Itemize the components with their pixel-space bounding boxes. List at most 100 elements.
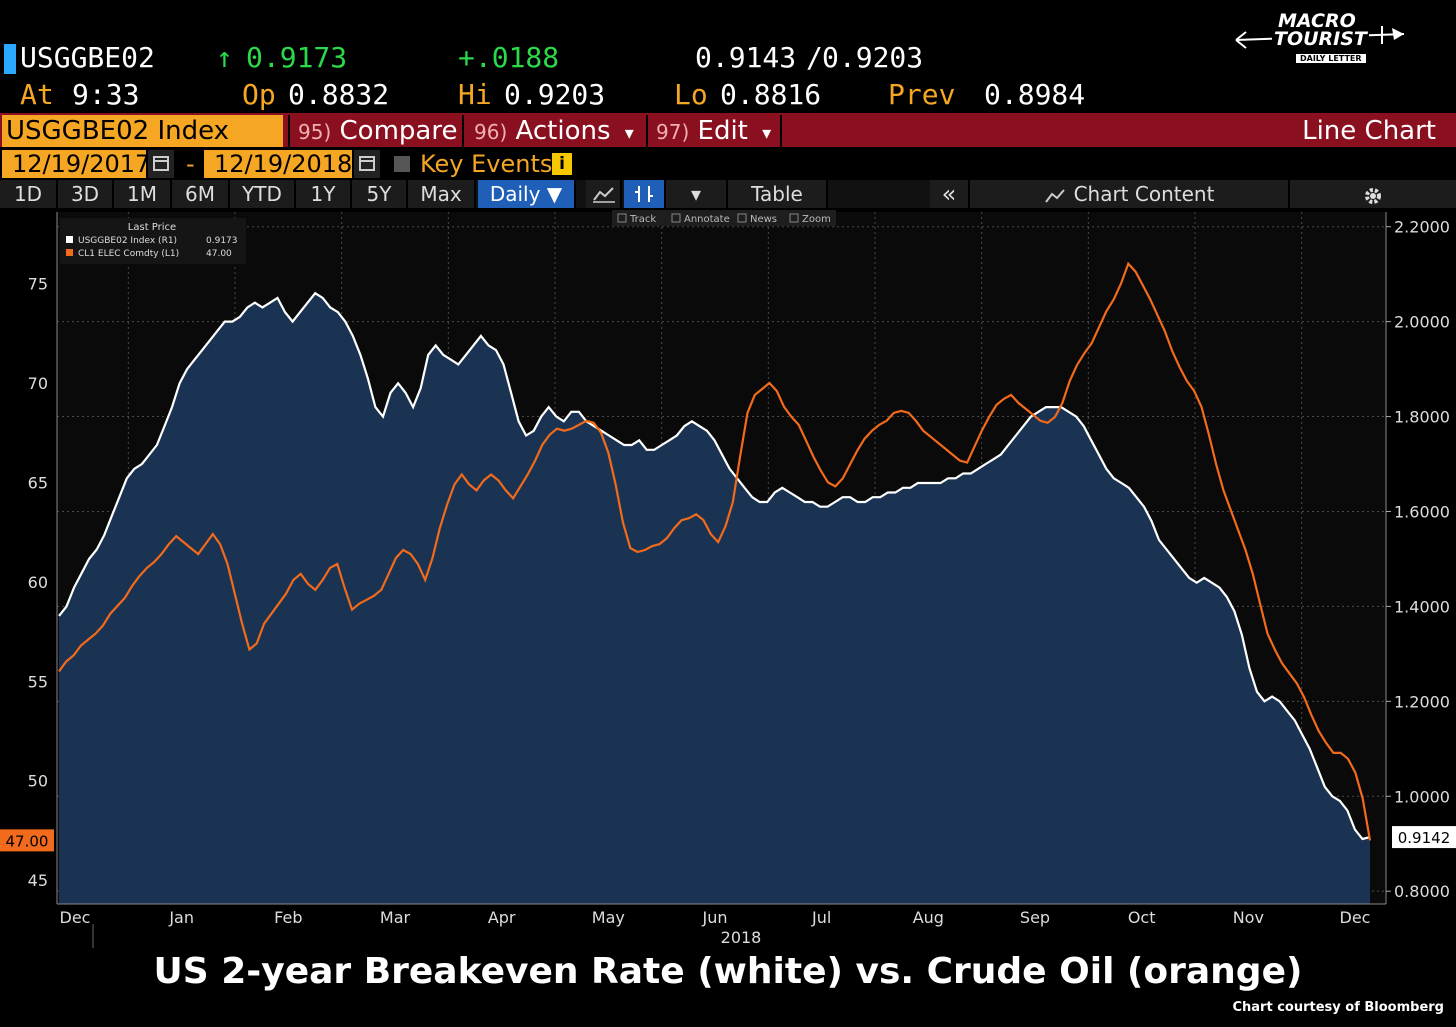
chevron-down-icon: ▾ — [690, 182, 702, 206]
table-button[interactable]: Table — [728, 180, 828, 208]
period-1d[interactable]: 1D — [0, 180, 58, 208]
frequency-dropdown[interactable]: Daily ▼ — [478, 180, 576, 208]
x-tick-label: May — [592, 908, 625, 927]
right-tick-label: 1.0000 — [1394, 787, 1450, 806]
right-tick-label: 0.8000 — [1394, 882, 1450, 901]
high-label: Hi — [458, 78, 492, 111]
period-3d[interactable]: 3D — [58, 180, 114, 208]
right-tick-label: 2.2000 — [1394, 218, 1450, 237]
last-price: 0.9173 — [246, 41, 348, 74]
x-tick-label: Nov — [1233, 908, 1264, 927]
edit-num: 97) — [656, 120, 690, 144]
left-tick-label: 45 — [28, 871, 48, 890]
x-tick-label: Sep — [1020, 908, 1050, 927]
x-tick-label: Dec — [60, 908, 91, 927]
compare-label: Compare — [339, 116, 458, 146]
compare-num: 95) — [298, 120, 332, 144]
news-icon[interactable] — [737, 213, 747, 223]
high-price: 0.9203 — [504, 78, 606, 111]
prev-label: Prev — [888, 78, 956, 111]
period-ytd[interactable]: YTD — [230, 180, 296, 208]
actions-num: 96) — [474, 120, 508, 144]
annotate-icon[interactable] — [671, 213, 681, 223]
x-tick-label: Dec — [1340, 908, 1371, 927]
x-tick-label: Oct — [1128, 908, 1156, 927]
period-5y[interactable]: 5Y — [352, 180, 408, 208]
chart-canvas: 75 70 65 60 55 50 45 2.2000 2.0000 1.8000 1.6000 1.… — [0, 210, 1456, 948]
zoom-icon[interactable] — [789, 213, 799, 223]
chevron-down-icon: ▾ — [624, 123, 634, 144]
ask-price: 0.9203 — [822, 41, 924, 74]
chart-type-label[interactable]: Line Chart — [1302, 116, 1436, 146]
x-tick-label: Jul — [811, 908, 831, 927]
x-tick-label: Aug — [913, 908, 944, 927]
info-icon[interactable]: i — [552, 153, 572, 175]
right-tick-label: 1.6000 — [1394, 502, 1450, 521]
logo-line-1: MACRO — [1276, 10, 1358, 32]
right-tick-label: 1.2000 — [1394, 692, 1450, 711]
end-date-input[interactable]: 12/19/2018 — [204, 150, 352, 178]
x-tick-label: Jan — [168, 908, 194, 927]
key-events-checkbox[interactable] — [394, 156, 410, 172]
period-bar: 1D 3D 1M 6M YTD 1Y 5Y Max Daily ▼ ▾ Tabl… — [0, 180, 1456, 208]
period-1m[interactable]: 1M — [114, 180, 172, 208]
legend-title: Last Price — [128, 222, 176, 233]
news-tool[interactable]: News — [750, 214, 777, 225]
security-field[interactable]: USGGBE02 Index — [2, 115, 283, 147]
line-chart-icon[interactable] — [586, 180, 622, 208]
collapse-icon[interactable]: « — [930, 180, 970, 208]
quote-time: 9:33 — [72, 78, 140, 111]
legend-box — [60, 218, 246, 264]
up-arrow-icon: ↑ — [216, 41, 233, 74]
zoom-tool[interactable]: Zoom — [802, 214, 831, 225]
open-price: 0.8832 — [288, 78, 390, 111]
track-tool[interactable]: Track — [629, 214, 656, 225]
start-date-input[interactable]: 12/19/2017 — [2, 150, 150, 178]
date-dash: - — [186, 150, 195, 178]
ticker-marker — [4, 44, 16, 74]
edit-label: Edit — [697, 116, 748, 146]
open-label: Op — [242, 78, 276, 111]
crude-last-box — [0, 829, 54, 852]
annotate-tool[interactable]: Annotate — [684, 214, 730, 225]
left-tick-label: 50 — [28, 772, 48, 791]
ticker: USGGBE02 — [20, 41, 155, 74]
edit-button[interactable]: 97) Edit ▾ — [646, 115, 782, 147]
period-1y[interactable]: 1Y — [296, 180, 352, 208]
actions-button[interactable]: 96) Actions ▾ — [462, 115, 644, 147]
calendar-icon[interactable] — [354, 150, 380, 178]
key-events-label: Key Events — [420, 150, 553, 178]
right-tick-label: 2.0000 — [1394, 313, 1450, 332]
breakeven-last-value: 0.9142 — [1398, 829, 1451, 847]
gear-icon[interactable] — [1290, 180, 1456, 208]
chart-credit: Chart courtesy of Bloomberg — [1232, 1000, 1444, 1015]
left-tick-label: 70 — [28, 374, 48, 393]
track-icon[interactable] — [617, 213, 627, 223]
legend-series-name: USGGBE02 Index (R1) — [78, 236, 177, 246]
x-tick-label: Mar — [380, 908, 411, 927]
chart-caption: US 2-year Breakeven Rate (white) vs. Cru… — [153, 951, 1303, 992]
actions-label: Actions — [515, 116, 611, 146]
period-6m[interactable]: 6M — [172, 180, 230, 208]
bid-price: 0.9143 — [695, 41, 797, 74]
prev-price: 0.8984 — [984, 78, 1086, 111]
left-tick-label: 60 — [28, 573, 48, 592]
x-tick-label: Feb — [274, 908, 302, 927]
chart-content-button[interactable]: Chart Content — [970, 180, 1290, 208]
low-price: 0.8816 — [720, 78, 822, 111]
chart-content-icon — [1044, 188, 1065, 203]
at-label: At — [20, 78, 54, 111]
period-max[interactable]: Max — [408, 180, 476, 208]
bar-chart-icon[interactable] — [624, 180, 666, 208]
legend-series-value: 47.00 — [206, 249, 232, 259]
breakeven-last-box — [1392, 826, 1456, 849]
price-change: +.0188 — [458, 41, 560, 74]
macro-tourist-logo: MACRO TOURIST DAILY LETTER — [1232, 10, 1407, 70]
legend-swatch — [66, 236, 73, 243]
legend-series-value: 0.9173 — [206, 236, 238, 246]
crude-oil-line — [58, 261, 1372, 841]
compare-button[interactable]: 95) Compare — [288, 115, 460, 147]
right-tick-label: 1.8000 — [1394, 408, 1450, 427]
calendar-icon[interactable] — [148, 150, 174, 178]
chart-style-dropdown[interactable]: ▾ — [666, 180, 728, 208]
